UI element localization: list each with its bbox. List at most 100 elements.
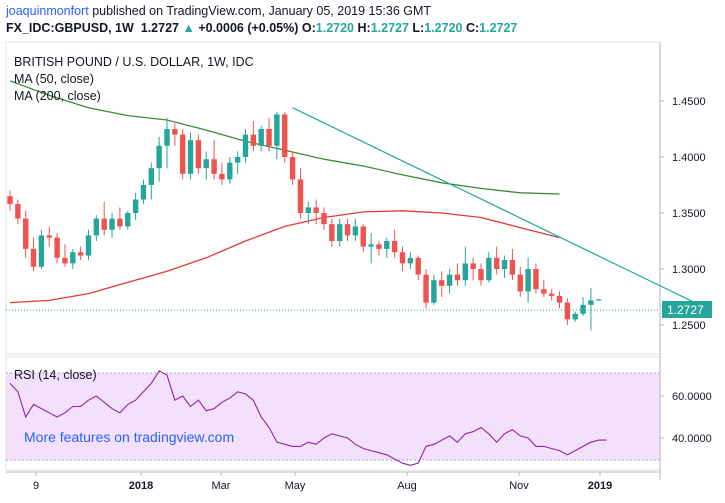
- candle-body: [399, 252, 406, 264]
- candle-body: [172, 129, 178, 135]
- header-line-2: FX_IDC:GBPUSD, 1W 1.2727 ▲ +0.0006 (+0.0…: [6, 21, 517, 35]
- candle-body: [423, 274, 429, 303]
- candle-body: [101, 218, 107, 230]
- rsi-tick-label: 40.0000: [672, 433, 712, 445]
- time-tick-label: Nov: [509, 480, 529, 492]
- author-link[interactable]: joaquinmonfort: [6, 4, 89, 18]
- candle-body: [227, 162, 233, 180]
- price-tick-label: 1.3500: [672, 208, 706, 220]
- price-pane[interactable]: [5, 41, 661, 355]
- candle-body: [148, 168, 154, 185]
- candle-body: [258, 129, 264, 146]
- candle-body: [164, 129, 170, 146]
- candle-body: [564, 302, 571, 320]
- candle-body: [7, 196, 13, 205]
- candle-body: [15, 204, 21, 219]
- published-text: published on TradingView.com, January 05…: [92, 4, 432, 18]
- time-tick-label: Aug: [397, 480, 417, 492]
- candle-body: [415, 257, 421, 275]
- candle-body: [533, 269, 539, 290]
- candle-body: [360, 226, 366, 247]
- candle-body: [274, 114, 280, 146]
- candle-body: [289, 157, 296, 180]
- trend-line: [292, 107, 709, 310]
- candle-body: [509, 260, 516, 275]
- candle-body: [556, 295, 563, 303]
- legend-title: BRITISH POUND / U.S. DOLLAR, 1W, IDC: [14, 55, 254, 69]
- candle-body: [109, 218, 115, 230]
- candle-body: [329, 224, 335, 241]
- candle-body: [494, 257, 500, 269]
- candle-body: [439, 280, 445, 286]
- close-value: 1.2727: [479, 21, 518, 35]
- candle-body: [297, 179, 304, 213]
- candle-body: [352, 226, 359, 236]
- price-tick-label: 1.4500: [672, 96, 706, 108]
- last-price: 1.2727: [140, 21, 179, 35]
- candle-body: [454, 274, 461, 281]
- candle-body: [132, 199, 139, 213]
- legend-ma200[interactable]: MA (200, close): [14, 89, 101, 103]
- last-price-tag[interactable]: [662, 301, 712, 318]
- candle-body: [85, 235, 92, 256]
- candle-body: [572, 313, 578, 320]
- legend-rsi[interactable]: RSI (14, close): [14, 368, 97, 382]
- time-tick-label: May: [285, 480, 306, 492]
- candle-body: [596, 299, 602, 301]
- candle-body: [391, 241, 398, 253]
- ma50-line: [9, 210, 560, 304]
- candle-body: [266, 129, 272, 146]
- watermark-link[interactable]: More features on tradingview.com: [24, 429, 234, 445]
- time-tick-label: 2018: [129, 480, 153, 492]
- candle-body: [187, 140, 194, 174]
- candle-body: [305, 207, 311, 213]
- candle-body: [23, 218, 29, 249]
- candle-body: [180, 134, 186, 174]
- candle-body: [407, 257, 414, 264]
- candle-body: [282, 114, 288, 157]
- candle-body: [77, 252, 84, 256]
- candle-body: [580, 304, 586, 314]
- candle-body: [321, 213, 327, 225]
- candle-body: [376, 244, 382, 249]
- candle-body: [525, 269, 531, 292]
- candle-body: [203, 159, 209, 169]
- candle-body: [211, 159, 217, 174]
- candle-body: [234, 157, 241, 163]
- candle-body: [446, 274, 453, 286]
- candle-body: [462, 263, 468, 281]
- last-price-tag-label: 1.2727: [667, 303, 704, 317]
- candle-body: [548, 293, 555, 296]
- low-label: L:: [412, 21, 425, 35]
- open-label: O:: [301, 21, 316, 35]
- rsi-band-fill: [6, 373, 660, 460]
- candle-body: [431, 280, 437, 303]
- candle-body: [501, 260, 508, 269]
- candle-body: [250, 134, 257, 146]
- candle-body: [140, 185, 147, 200]
- price-tick-label: 1.3000: [672, 264, 706, 276]
- candle-body: [125, 213, 131, 227]
- rsi-line: [9, 370, 607, 466]
- candle-body: [62, 257, 68, 264]
- candle-body: [156, 145, 162, 169]
- candle-body: [70, 252, 76, 264]
- candle-body: [93, 218, 100, 236]
- legend-ma50[interactable]: MA (50, close): [14, 72, 94, 86]
- price-change: +0.0006 (+0.05%): [198, 21, 299, 35]
- header-line-1: joaquinmonfort published on TradingView.…: [6, 4, 431, 18]
- up-arrow-icon: ▲: [182, 21, 195, 35]
- candle-body: [478, 269, 484, 281]
- candle-body: [38, 235, 45, 267]
- high-value: 1.2727: [370, 21, 409, 35]
- price-tick-label: 1.4000: [672, 152, 706, 164]
- candle-body: [588, 300, 594, 305]
- open-value: 1.2720: [315, 21, 355, 35]
- high-label: H:: [357, 21, 371, 35]
- candle-body: [242, 134, 249, 157]
- candle-body: [470, 263, 476, 269]
- symbol-label: FX_IDC:GBPUSD, 1W: [6, 21, 134, 35]
- low-value: 1.2720: [424, 21, 463, 35]
- time-tick-label: 2019: [588, 480, 612, 492]
